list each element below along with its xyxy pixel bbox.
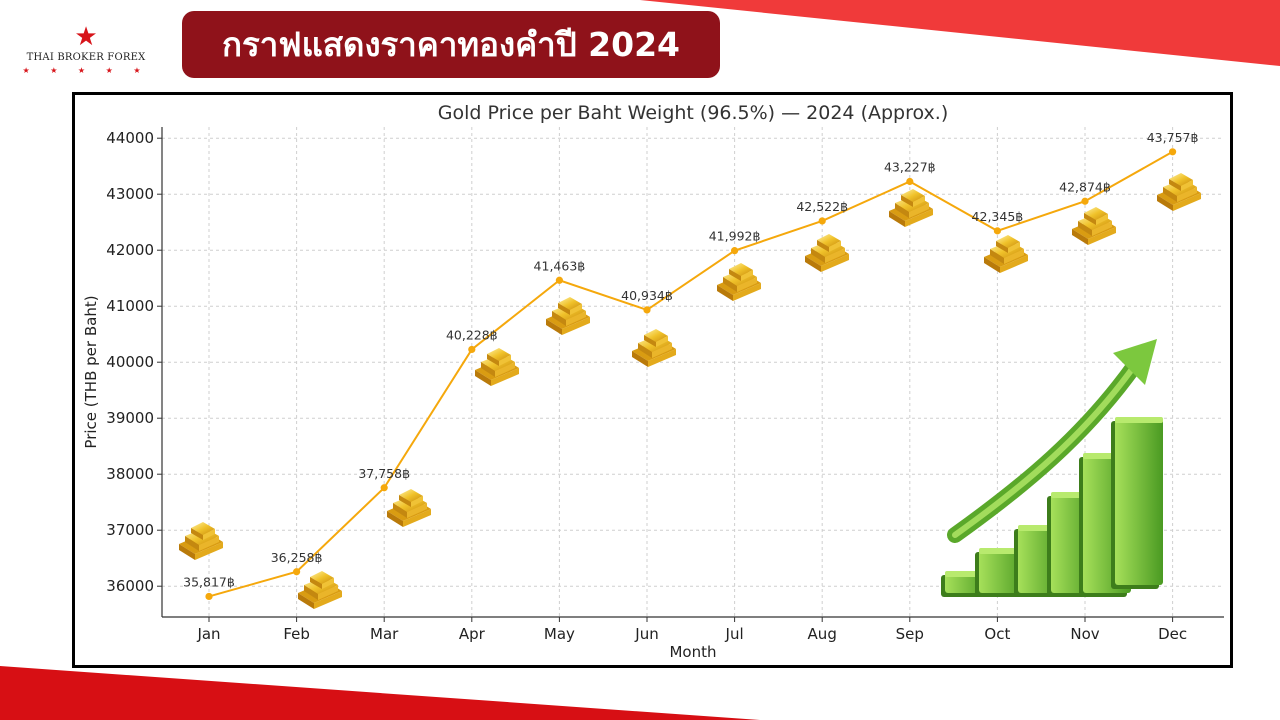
data-point <box>205 592 213 601</box>
x-tick-label: Mar <box>370 625 399 643</box>
gold-price-chart: 36000 37000 38000 39000 40000 41000 42000 43000… <box>82 102 1224 661</box>
data-label: 43,227฿ <box>884 159 936 174</box>
y-tick-label: 40000 <box>106 353 154 371</box>
gold-bar-icon <box>475 348 519 386</box>
x-tick-label: Oct <box>984 625 1010 643</box>
y-tick-label: 44000 <box>106 129 154 147</box>
data-label: 41,992฿ <box>709 229 761 244</box>
x-axis-label: Month <box>669 643 716 661</box>
gold-bar-icon <box>298 571 342 609</box>
y-axis-label: Price (THB per Baht) <box>82 295 100 448</box>
title-badge: กราฟแสดงราคาทองคำปี 2024 <box>182 11 720 78</box>
data-label: 42,874฿ <box>1059 179 1111 194</box>
gold-bar-icon <box>387 489 431 527</box>
y-tick-label: 36000 <box>106 577 154 595</box>
data-point <box>1081 197 1089 205</box>
data-label: 36,258฿ <box>271 550 323 565</box>
star-icon: ★ <box>74 22 98 52</box>
y-tick-label: 41000 <box>106 297 154 315</box>
data-label: 40,228฿ <box>446 327 498 342</box>
data-point <box>643 306 651 314</box>
data-label: 43,757฿ <box>1147 130 1199 145</box>
growth-arrow-head <box>1113 339 1157 385</box>
y-tick-label: 43000 <box>106 185 154 203</box>
y-tick-label: 39000 <box>106 409 154 427</box>
growth-arrow-highlight <box>952 362 1138 538</box>
gold-bar-icon <box>1157 173 1201 211</box>
data-point <box>993 227 1002 235</box>
y-tick-label: 37000 <box>106 521 154 539</box>
x-tick-label: May <box>544 625 575 643</box>
gold-bar-icon <box>717 263 761 301</box>
x-tick-label: Aug <box>808 625 837 643</box>
data-label: 42,522฿ <box>796 199 848 214</box>
gold-bar-icon <box>179 522 223 560</box>
data-label: 35,817฿ <box>183 574 235 589</box>
chart-frame: 36000 37000 38000 39000 40000 41000 42000 43000… <box>72 92 1233 668</box>
data-label: 40,934฿ <box>621 288 673 303</box>
x-tick-label: Sep <box>896 625 924 643</box>
growth-bar <box>1115 417 1163 585</box>
x-tick-label: Feb <box>283 625 310 643</box>
x-tick-label: Dec <box>1158 625 1187 643</box>
data-point <box>293 568 301 576</box>
x-tick-label: Jun <box>634 625 658 643</box>
x-tick-label: Jan <box>196 625 220 643</box>
x-tick-label: Nov <box>1070 625 1099 643</box>
data-point <box>468 345 476 354</box>
page-title: กราฟแสดงราคาทองคำปี 2024 <box>222 25 680 64</box>
chart-title: Gold Price per Baht Weight (96.5%) — 202… <box>438 102 948 124</box>
gold-bar-icon <box>805 234 849 272</box>
data-point <box>380 484 388 492</box>
x-tick-label: Apr <box>459 625 486 643</box>
series-line <box>208 150 1174 598</box>
growth-bar-top <box>1115 417 1163 423</box>
gold-bar-icon <box>632 329 676 367</box>
data-label: 37,758฿ <box>358 466 410 481</box>
data-point <box>555 276 563 284</box>
data-point <box>818 217 826 225</box>
gold-bar-icon <box>546 297 590 335</box>
x-tick-label: Jul <box>725 625 744 643</box>
y-tick-label: 38000 <box>106 465 154 483</box>
brand-name: THAI BROKER FOREX <box>26 52 146 63</box>
data-point <box>906 177 914 186</box>
data-label: 41,463฿ <box>534 258 586 273</box>
top-right-banner <box>640 0 1280 66</box>
data-label: 42,345฿ <box>972 209 1024 224</box>
data-point <box>731 247 739 255</box>
y-tick-label: 42000 <box>106 241 154 259</box>
brand-logo: ★ THAI BROKER FOREX ★ ★ ★ ★ ★ <box>22 24 150 75</box>
rating-stars-icon: ★ ★ ★ ★ ★ <box>22 66 150 75</box>
gold-bar-icon <box>984 235 1028 273</box>
data-point <box>1169 148 1177 156</box>
growth-chart-icon <box>941 339 1163 597</box>
bottom-left-banner <box>0 666 760 720</box>
gold-bar-icon <box>1072 207 1116 245</box>
